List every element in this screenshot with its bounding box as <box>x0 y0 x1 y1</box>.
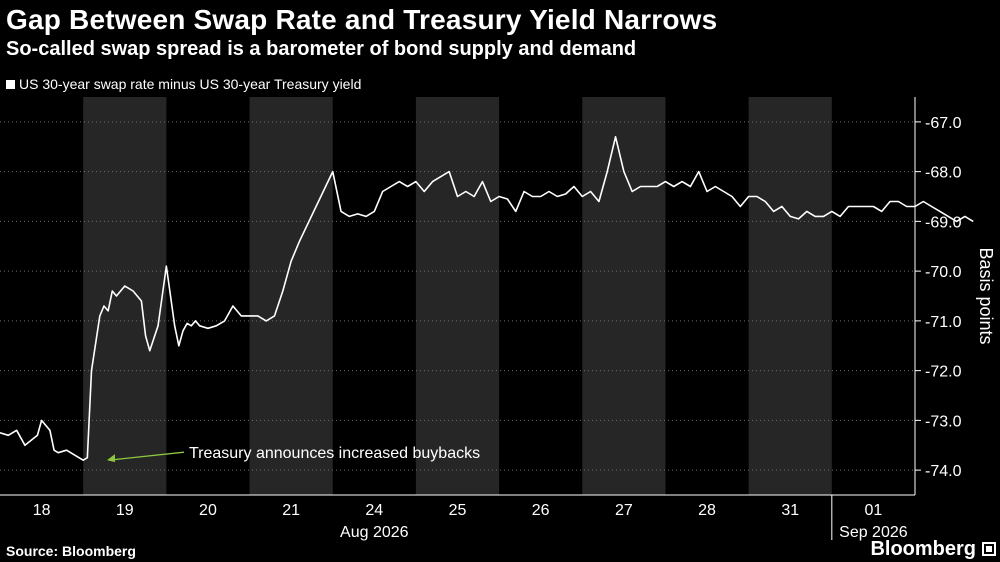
legend: US 30-year swap rate minus US 30-year Tr… <box>6 76 361 92</box>
x-period-label: Aug 2026 <box>340 524 409 541</box>
x-tick-label: 26 <box>532 502 550 519</box>
x-period-label: Sep 2026 <box>839 524 908 541</box>
y-tick-label: -73.0 <box>925 413 962 430</box>
x-tick-label: 25 <box>449 502 467 519</box>
y-tick-label: -71.0 <box>925 314 962 331</box>
x-tick-label: 20 <box>199 502 217 519</box>
annotation-arrowhead <box>106 454 115 463</box>
y-axis-label: Basis points <box>976 247 996 344</box>
day-shading-band <box>249 97 333 495</box>
x-tick-label: 01 <box>865 502 883 519</box>
brand-box-icon <box>982 542 996 556</box>
y-tick-label: -69.0 <box>925 214 962 231</box>
source-note: Source: Bloomberg <box>6 543 136 559</box>
day-shading-band <box>748 97 832 495</box>
day-shading-band <box>415 97 500 495</box>
y-tick-label: -72.0 <box>925 364 962 381</box>
x-tick-label: 18 <box>33 502 51 519</box>
series-line <box>0 136 974 462</box>
brand-logo: Bloomberg <box>870 538 976 560</box>
y-tick-label: -67.0 <box>925 115 962 132</box>
annotation-label: Treasury announces increased buybacks <box>189 445 480 462</box>
day-shading-band <box>582 97 666 495</box>
x-tick-label: 19 <box>116 502 134 519</box>
x-tick-label: 28 <box>698 502 716 519</box>
annotation-arrow <box>108 451 185 461</box>
x-tick-label: 27 <box>615 502 633 519</box>
x-tick-label: 21 <box>282 502 300 519</box>
chart-title: Gap Between Swap Rate and Treasury Yield… <box>6 4 718 35</box>
x-tick-label: 24 <box>365 502 383 519</box>
legend-swatch <box>6 79 15 89</box>
chart-subtitle: So-called swap spread is a barometer of … <box>6 38 637 60</box>
x-tick-label: 31 <box>781 502 799 519</box>
y-tick-label: -74.0 <box>925 463 962 480</box>
y-tick-label: -68.0 <box>925 165 962 182</box>
legend-label: US 30-year swap rate minus US 30-year Tr… <box>19 76 362 92</box>
y-tick-label: -70.0 <box>925 264 962 281</box>
day-shading-band <box>83 97 167 495</box>
